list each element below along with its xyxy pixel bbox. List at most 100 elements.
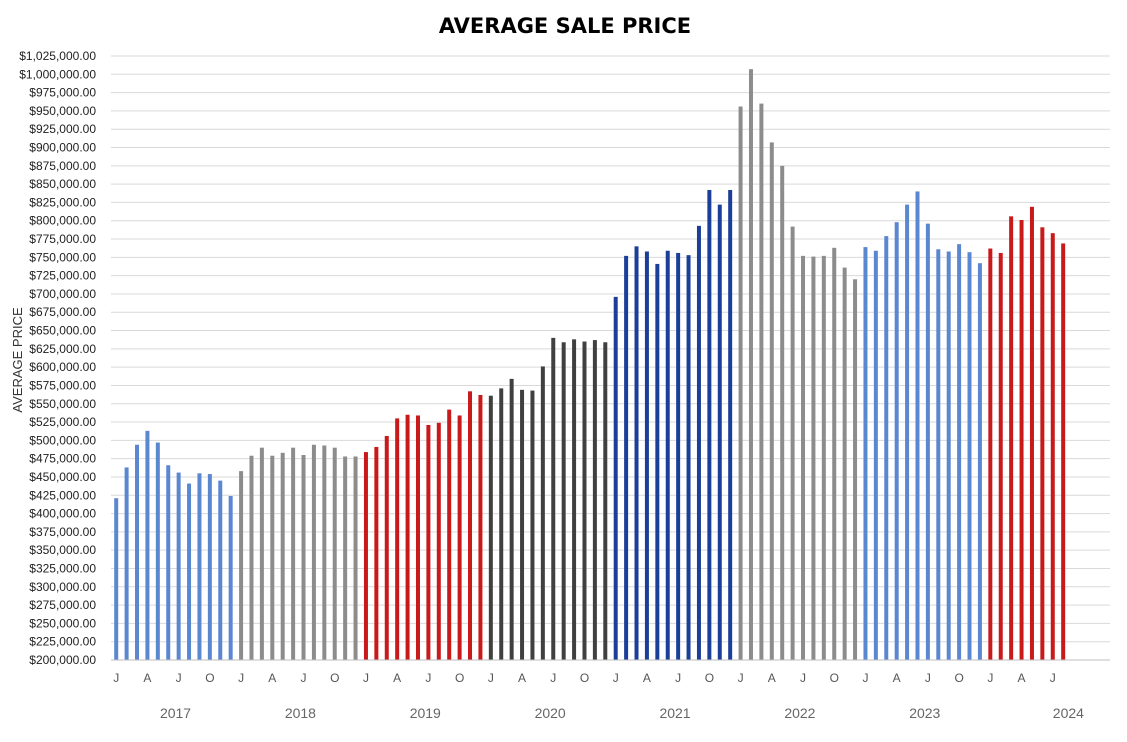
x-tick-label: O [580,671,589,685]
x-tick-label: A [143,671,151,685]
x-tick-label: J [862,671,868,685]
bar-2018-8 [311,444,316,660]
x-tick-label: J [613,671,619,685]
bar-2019-8 [436,422,441,660]
bar-2018-9 [322,445,327,660]
bar-2017-9 [197,473,202,660]
bar-2018-3 [259,447,264,660]
y-tick-label: $375,000.00 [29,525,96,539]
bar-2017-12 [228,496,233,660]
x-tick-label: A [518,671,526,685]
y-axis-ticks: $200,000.00 $225,000.00 $250,000.00 $275,00… [19,49,96,667]
x-tick-label: A [643,671,651,685]
y-tick-label: $1,000,000.00 [19,67,96,81]
x-tick-label: O [705,671,714,685]
x-tick-label: J [113,671,119,685]
bar-2024-6 [1040,227,1045,661]
y-tick-label: $700,000.00 [29,287,96,301]
bar-2022-7 [801,255,806,661]
bar-2021-10 [707,189,712,660]
y-tick-label: $225,000.00 [29,635,96,649]
bar-2018-6 [291,447,296,660]
bar-2021-2 [624,255,629,661]
bar-2017-4 [145,430,150,660]
bar-2022-11 [842,267,847,660]
bar-2024-7 [1050,233,1055,660]
bar-2019-4 [395,418,400,660]
bar-2021-3 [634,246,639,661]
chart-title: AVERAGE SALE PRICE [439,14,691,38]
x-tick-label: A [768,671,776,685]
x-tick-label: J [488,671,494,685]
bar-2021-1 [613,296,618,660]
x-tick-label: O [830,671,839,685]
y-tick-label: $600,000.00 [29,360,96,374]
bar-2023-4 [894,222,899,660]
bar-2021-8 [686,255,691,660]
y-tick-label: $900,000.00 [29,141,96,155]
x-tick-label: A [268,671,276,685]
y-tick-label: $850,000.00 [29,177,96,191]
bar-2019-3 [384,435,389,660]
bar-2017-3 [135,444,140,660]
year-label-2018: 2018 [285,705,316,721]
y-tick-label: $675,000.00 [29,305,96,319]
bar-2022-4 [769,142,774,660]
x-tick-label: J [363,671,369,685]
bar-2020-3 [509,378,514,660]
x-tick-label: A [893,671,901,685]
x-tick-label: J [1050,671,1056,685]
bar-2022-6 [790,226,795,661]
bar-2018-2 [249,455,254,660]
bar-2023-8 [936,249,941,660]
bar-2017-1 [114,498,119,660]
x-tick-label: J [176,671,182,685]
bar-2023-12 [977,263,982,660]
bar-2023-1 [863,247,868,661]
bar-2019-9 [447,409,452,660]
bar-2018-1 [239,471,244,660]
bar-2024-3 [1009,216,1014,661]
bar-2020-7 [551,337,556,660]
y-tick-label: $800,000.00 [29,214,96,228]
bar-2022-1 [738,106,743,661]
bar-2017-6 [166,465,171,660]
bar-2022-9 [821,255,826,661]
bar-2024-1 [988,248,993,660]
y-tick-label: $775,000.00 [29,232,96,246]
bar-2020-4 [520,389,525,660]
y-tick-label: $475,000.00 [29,452,96,466]
bar-2017-8 [187,483,192,660]
bar-2023-5 [905,204,910,660]
y-tick-label: $350,000.00 [29,543,96,557]
year-label-2017: 2017 [160,705,191,721]
bar-2022-3 [759,103,764,660]
x-tick-label: A [393,671,401,685]
bar-2022-2 [748,69,753,661]
y-axis-label: AVERAGE PRICE [10,307,25,413]
bar-2019-7 [426,424,431,660]
year-label-2021: 2021 [659,705,690,721]
x-tick-label: O [455,671,464,685]
bar-2022-10 [832,247,837,661]
y-tick-label: $400,000.00 [29,507,96,521]
bar-2020-12 [603,342,608,660]
bar-2019-11 [468,391,473,660]
bar-2024-2 [998,252,1003,660]
year-label-2020: 2020 [535,705,566,721]
bar-2024-8 [1061,243,1066,660]
bar-2021-11 [717,204,722,660]
y-tick-label: $425,000.00 [29,488,96,502]
bar-2018-12 [353,456,358,660]
bar-2021-12 [728,189,733,660]
bar-2019-5 [405,414,410,660]
y-tick-label: $825,000.00 [29,195,96,209]
x-tick-label: J [987,671,993,685]
bar-2023-10 [957,244,962,660]
bar-2020-1 [488,395,493,660]
y-tick-label: $575,000.00 [29,378,96,392]
x-tick-label: J [238,671,244,685]
y-tick-label: $200,000.00 [29,653,96,667]
